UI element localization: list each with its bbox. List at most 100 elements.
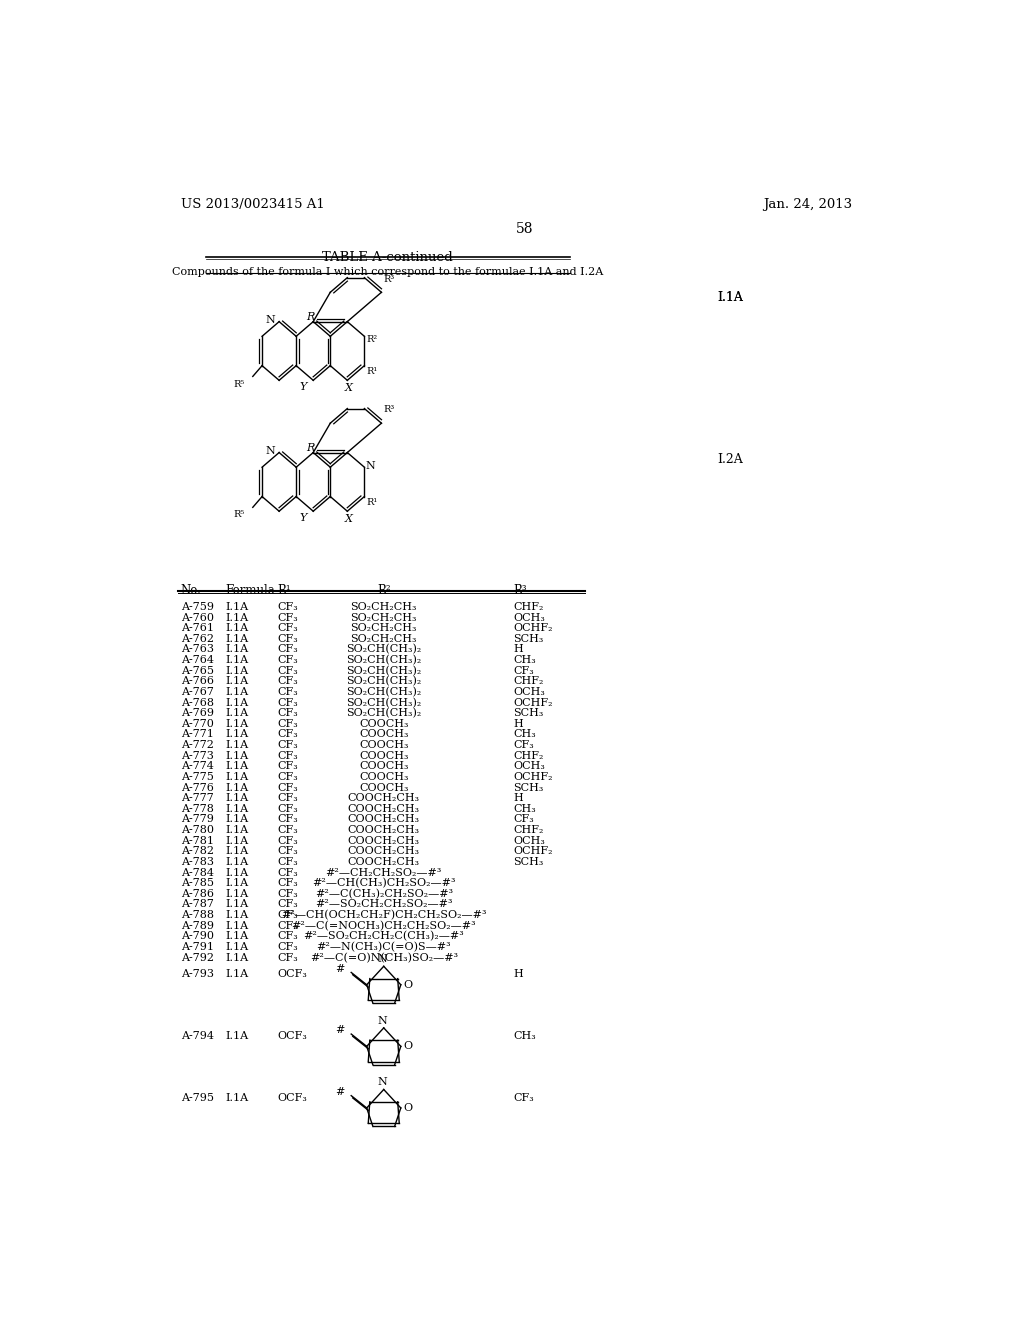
Text: A-759: A-759	[180, 602, 214, 612]
Text: CF₃: CF₃	[278, 762, 298, 771]
Text: I.1A: I.1A	[225, 793, 249, 803]
Text: Jan. 24, 2013: Jan. 24, 2013	[764, 198, 853, 211]
Text: CF₃: CF₃	[278, 612, 298, 623]
Text: COOCH₃: COOCH₃	[359, 772, 409, 781]
Text: CF₃: CF₃	[278, 867, 298, 878]
Text: I.1A: I.1A	[225, 878, 249, 888]
Text: SO₂CH(CH₃)₂: SO₂CH(CH₃)₂	[346, 644, 421, 655]
Text: CF₃: CF₃	[278, 921, 298, 931]
Text: CF₃: CF₃	[278, 825, 298, 836]
Text: I.1A: I.1A	[225, 921, 249, 931]
Text: CF₃: CF₃	[513, 665, 534, 676]
Text: OCHF₂: OCHF₂	[513, 846, 553, 857]
Text: A-782: A-782	[180, 846, 214, 857]
Text: X: X	[344, 515, 352, 524]
Text: I.1A: I.1A	[225, 836, 249, 846]
Text: I.1A: I.1A	[225, 697, 249, 708]
Text: COOCH₂CH₃: COOCH₂CH₃	[348, 793, 420, 803]
Text: N: N	[377, 954, 387, 964]
Text: COOCH₃: COOCH₃	[359, 751, 409, 760]
Text: OCF₃: OCF₃	[278, 1093, 307, 1102]
Text: A-780: A-780	[180, 825, 214, 836]
Text: R: R	[306, 444, 314, 453]
Text: CF₃: CF₃	[278, 783, 298, 792]
Text: COOCH₂CH₃: COOCH₂CH₃	[348, 804, 420, 814]
Text: CHF₂: CHF₂	[513, 825, 544, 836]
Text: CH₃: CH₃	[513, 655, 536, 665]
Text: #: #	[336, 1086, 345, 1097]
Text: CF₃: CF₃	[278, 909, 298, 920]
Text: I.1A: I.1A	[225, 676, 249, 686]
Text: N: N	[377, 1077, 387, 1088]
Text: R¹: R¹	[366, 367, 377, 376]
Text: #²—C(=NOCH₃)CH₂CH₂SO₂—#³: #²—C(=NOCH₃)CH₂CH₂SO₂—#³	[292, 921, 476, 931]
Text: COOCH₂CH₃: COOCH₂CH₃	[348, 846, 420, 857]
Text: I.1A: I.1A	[225, 888, 249, 899]
Text: R⁵: R⁵	[233, 511, 245, 519]
Text: CF₃: CF₃	[278, 730, 298, 739]
Text: R: R	[306, 313, 314, 322]
Text: CF₃: CF₃	[278, 888, 298, 899]
Text: I.1A: I.1A	[225, 825, 249, 836]
Text: A-785: A-785	[180, 878, 214, 888]
Text: I.1A: I.1A	[225, 772, 249, 781]
Text: CF₃: CF₃	[278, 942, 298, 952]
Text: Formula: Formula	[225, 585, 275, 597]
Text: A-784: A-784	[180, 867, 214, 878]
Text: A-794: A-794	[180, 1031, 214, 1041]
Text: R³: R³	[383, 275, 394, 284]
Text: H: H	[513, 969, 523, 979]
Text: I.1A: I.1A	[717, 290, 742, 304]
Text: R²: R²	[377, 585, 390, 597]
Text: I.1A: I.1A	[225, 686, 249, 697]
Text: SCH₃: SCH₃	[513, 708, 544, 718]
Text: I.1A: I.1A	[225, 762, 249, 771]
Text: R²: R²	[366, 335, 377, 343]
Text: I.1A: I.1A	[225, 719, 249, 729]
Text: I.1A: I.1A	[225, 612, 249, 623]
Text: CHF₂: CHF₂	[513, 751, 544, 760]
Text: A-789: A-789	[180, 921, 214, 931]
Text: COOCH₂CH₃: COOCH₂CH₃	[348, 814, 420, 825]
Text: CF₃: CF₃	[278, 878, 298, 888]
Text: COOCH₃: COOCH₃	[359, 783, 409, 792]
Text: CF₃: CF₃	[278, 655, 298, 665]
Text: CF₃: CF₃	[278, 953, 298, 962]
Text: SCH₃: SCH₃	[513, 783, 544, 792]
Text: COOCH₂CH₃: COOCH₂CH₃	[348, 857, 420, 867]
Text: #²—CH(CH₃)CH₂SO₂—#³: #²—CH(CH₃)CH₂SO₂—#³	[312, 878, 456, 888]
Text: CF₃: CF₃	[278, 623, 298, 634]
Text: N: N	[265, 446, 274, 455]
Text: #²—C(CH₃)₂CH₂SO₂—#³: #²—C(CH₃)₂CH₂SO₂—#³	[314, 888, 453, 899]
Text: SCH₃: SCH₃	[513, 857, 544, 867]
Text: A-778: A-778	[180, 804, 214, 814]
Text: SO₂CH₂CH₃: SO₂CH₂CH₃	[350, 623, 417, 634]
Text: CF₃: CF₃	[278, 772, 298, 781]
Text: I.1A: I.1A	[225, 634, 249, 644]
Text: A-761: A-761	[180, 623, 214, 634]
Text: US 2013/0023415 A1: US 2013/0023415 A1	[180, 198, 325, 211]
Text: A-779: A-779	[180, 814, 214, 825]
Text: OCH₃: OCH₃	[513, 686, 545, 697]
Text: CF₃: CF₃	[278, 932, 298, 941]
Text: I.1A: I.1A	[225, 708, 249, 718]
Text: A-771: A-771	[180, 730, 214, 739]
Text: 58: 58	[516, 222, 534, 235]
Text: CF₃: CF₃	[278, 793, 298, 803]
Text: R³: R³	[383, 405, 394, 414]
Text: CF₃: CF₃	[278, 697, 298, 708]
Text: A-765: A-765	[180, 665, 214, 676]
Text: I.1A: I.1A	[225, 867, 249, 878]
Text: A-764: A-764	[180, 655, 214, 665]
Text: CF₃: CF₃	[278, 644, 298, 655]
Text: N: N	[366, 461, 376, 471]
Text: #²—C(=O)N(CH₃)SO₂—#³: #²—C(=O)N(CH₃)SO₂—#³	[309, 953, 458, 962]
Text: CF₃: CF₃	[278, 634, 298, 644]
Text: COOCH₃: COOCH₃	[359, 730, 409, 739]
Text: CF₃: CF₃	[513, 814, 534, 825]
Text: SO₂CH(CH₃)₂: SO₂CH(CH₃)₂	[346, 665, 421, 676]
Text: I.1A: I.1A	[225, 846, 249, 857]
Text: A-792: A-792	[180, 953, 214, 962]
Text: OCHF₂: OCHF₂	[513, 697, 553, 708]
Text: CH₃: CH₃	[513, 804, 536, 814]
